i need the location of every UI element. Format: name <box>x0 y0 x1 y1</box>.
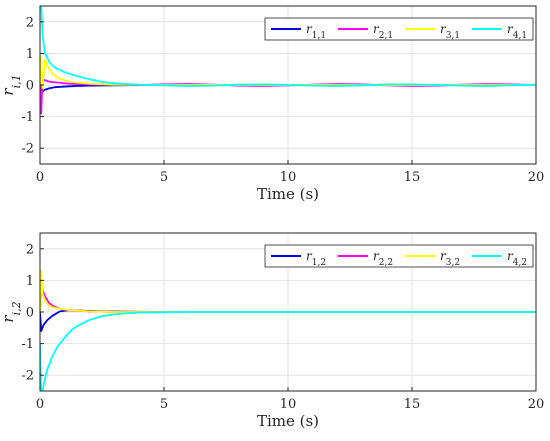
legend-label: r4,2 <box>507 249 527 268</box>
y-axis-label-bottom: ri,2 <box>0 301 23 322</box>
legend-label: r2,2 <box>373 249 393 268</box>
legend-label: r1,2 <box>306 249 326 268</box>
legend-label: r3,1 <box>440 22 460 41</box>
legend-label: r2,1 <box>373 22 393 41</box>
x-axis-label-bottom: Time (s) <box>257 412 319 430</box>
y-tick-label: 2 <box>26 242 34 257</box>
x-tick-label: 5 <box>160 170 168 185</box>
subplot-top: 0 5 10 15 20 -2 -1 0 1 2 Time (s) ri,1 r1,1 r2,1 r3… <box>0 5 544 203</box>
subplot-bottom: 0 5 10 15 20 -2 -1 0 1 2 Time (s) ri,2 r1,2 r2,2 r3… <box>0 232 544 430</box>
y-tick-label: 1 <box>26 47 34 62</box>
x-tick-label: 15 <box>404 397 421 412</box>
x-tick-label: 0 <box>36 397 44 412</box>
x-tick-label: 15 <box>404 170 421 185</box>
y-tick-label: -1 <box>21 337 34 352</box>
y-tick-label: 2 <box>26 15 34 30</box>
legend-bottom: r1,2 r2,2 r3,2 r4,2 <box>264 244 534 268</box>
y-tick-label: -2 <box>21 142 34 157</box>
tick-labels-bottom: 0 5 10 15 20 -2 -1 0 1 2 <box>21 242 544 412</box>
y-tick-label: -2 <box>21 369 34 384</box>
y-tick-label: -1 <box>21 110 34 125</box>
x-tick-label: 5 <box>160 397 168 412</box>
x-tick-label: 10 <box>280 170 297 185</box>
series-line-4-1 <box>40 6 536 87</box>
x-tick-label: 20 <box>528 170 545 185</box>
x-tick-label: 0 <box>36 170 44 185</box>
series-line-4-2 <box>40 311 536 391</box>
tick-labels-top: 0 5 10 15 20 -2 -1 0 1 2 <box>21 15 544 185</box>
legend-label: r4,1 <box>507 22 527 41</box>
y-tick-label: 0 <box>26 306 34 321</box>
legend-box <box>264 244 534 268</box>
x-tick-label: 10 <box>280 397 297 412</box>
x-tick-label: 20 <box>528 397 545 412</box>
series-bottom <box>40 270 536 391</box>
legend-label: r1,1 <box>306 22 326 41</box>
legend-box <box>264 17 534 41</box>
legend-top: r1,1 r2,1 r3,1 r4,1 <box>264 17 534 41</box>
y-axis-label-top: ri,1 <box>0 74 23 95</box>
legend-label: r3,2 <box>440 249 460 268</box>
y-tick-label: 1 <box>26 274 34 289</box>
series-top <box>40 6 536 115</box>
y-tick-label: 0 <box>26 79 34 94</box>
x-axis-label-top: Time (s) <box>257 185 319 203</box>
